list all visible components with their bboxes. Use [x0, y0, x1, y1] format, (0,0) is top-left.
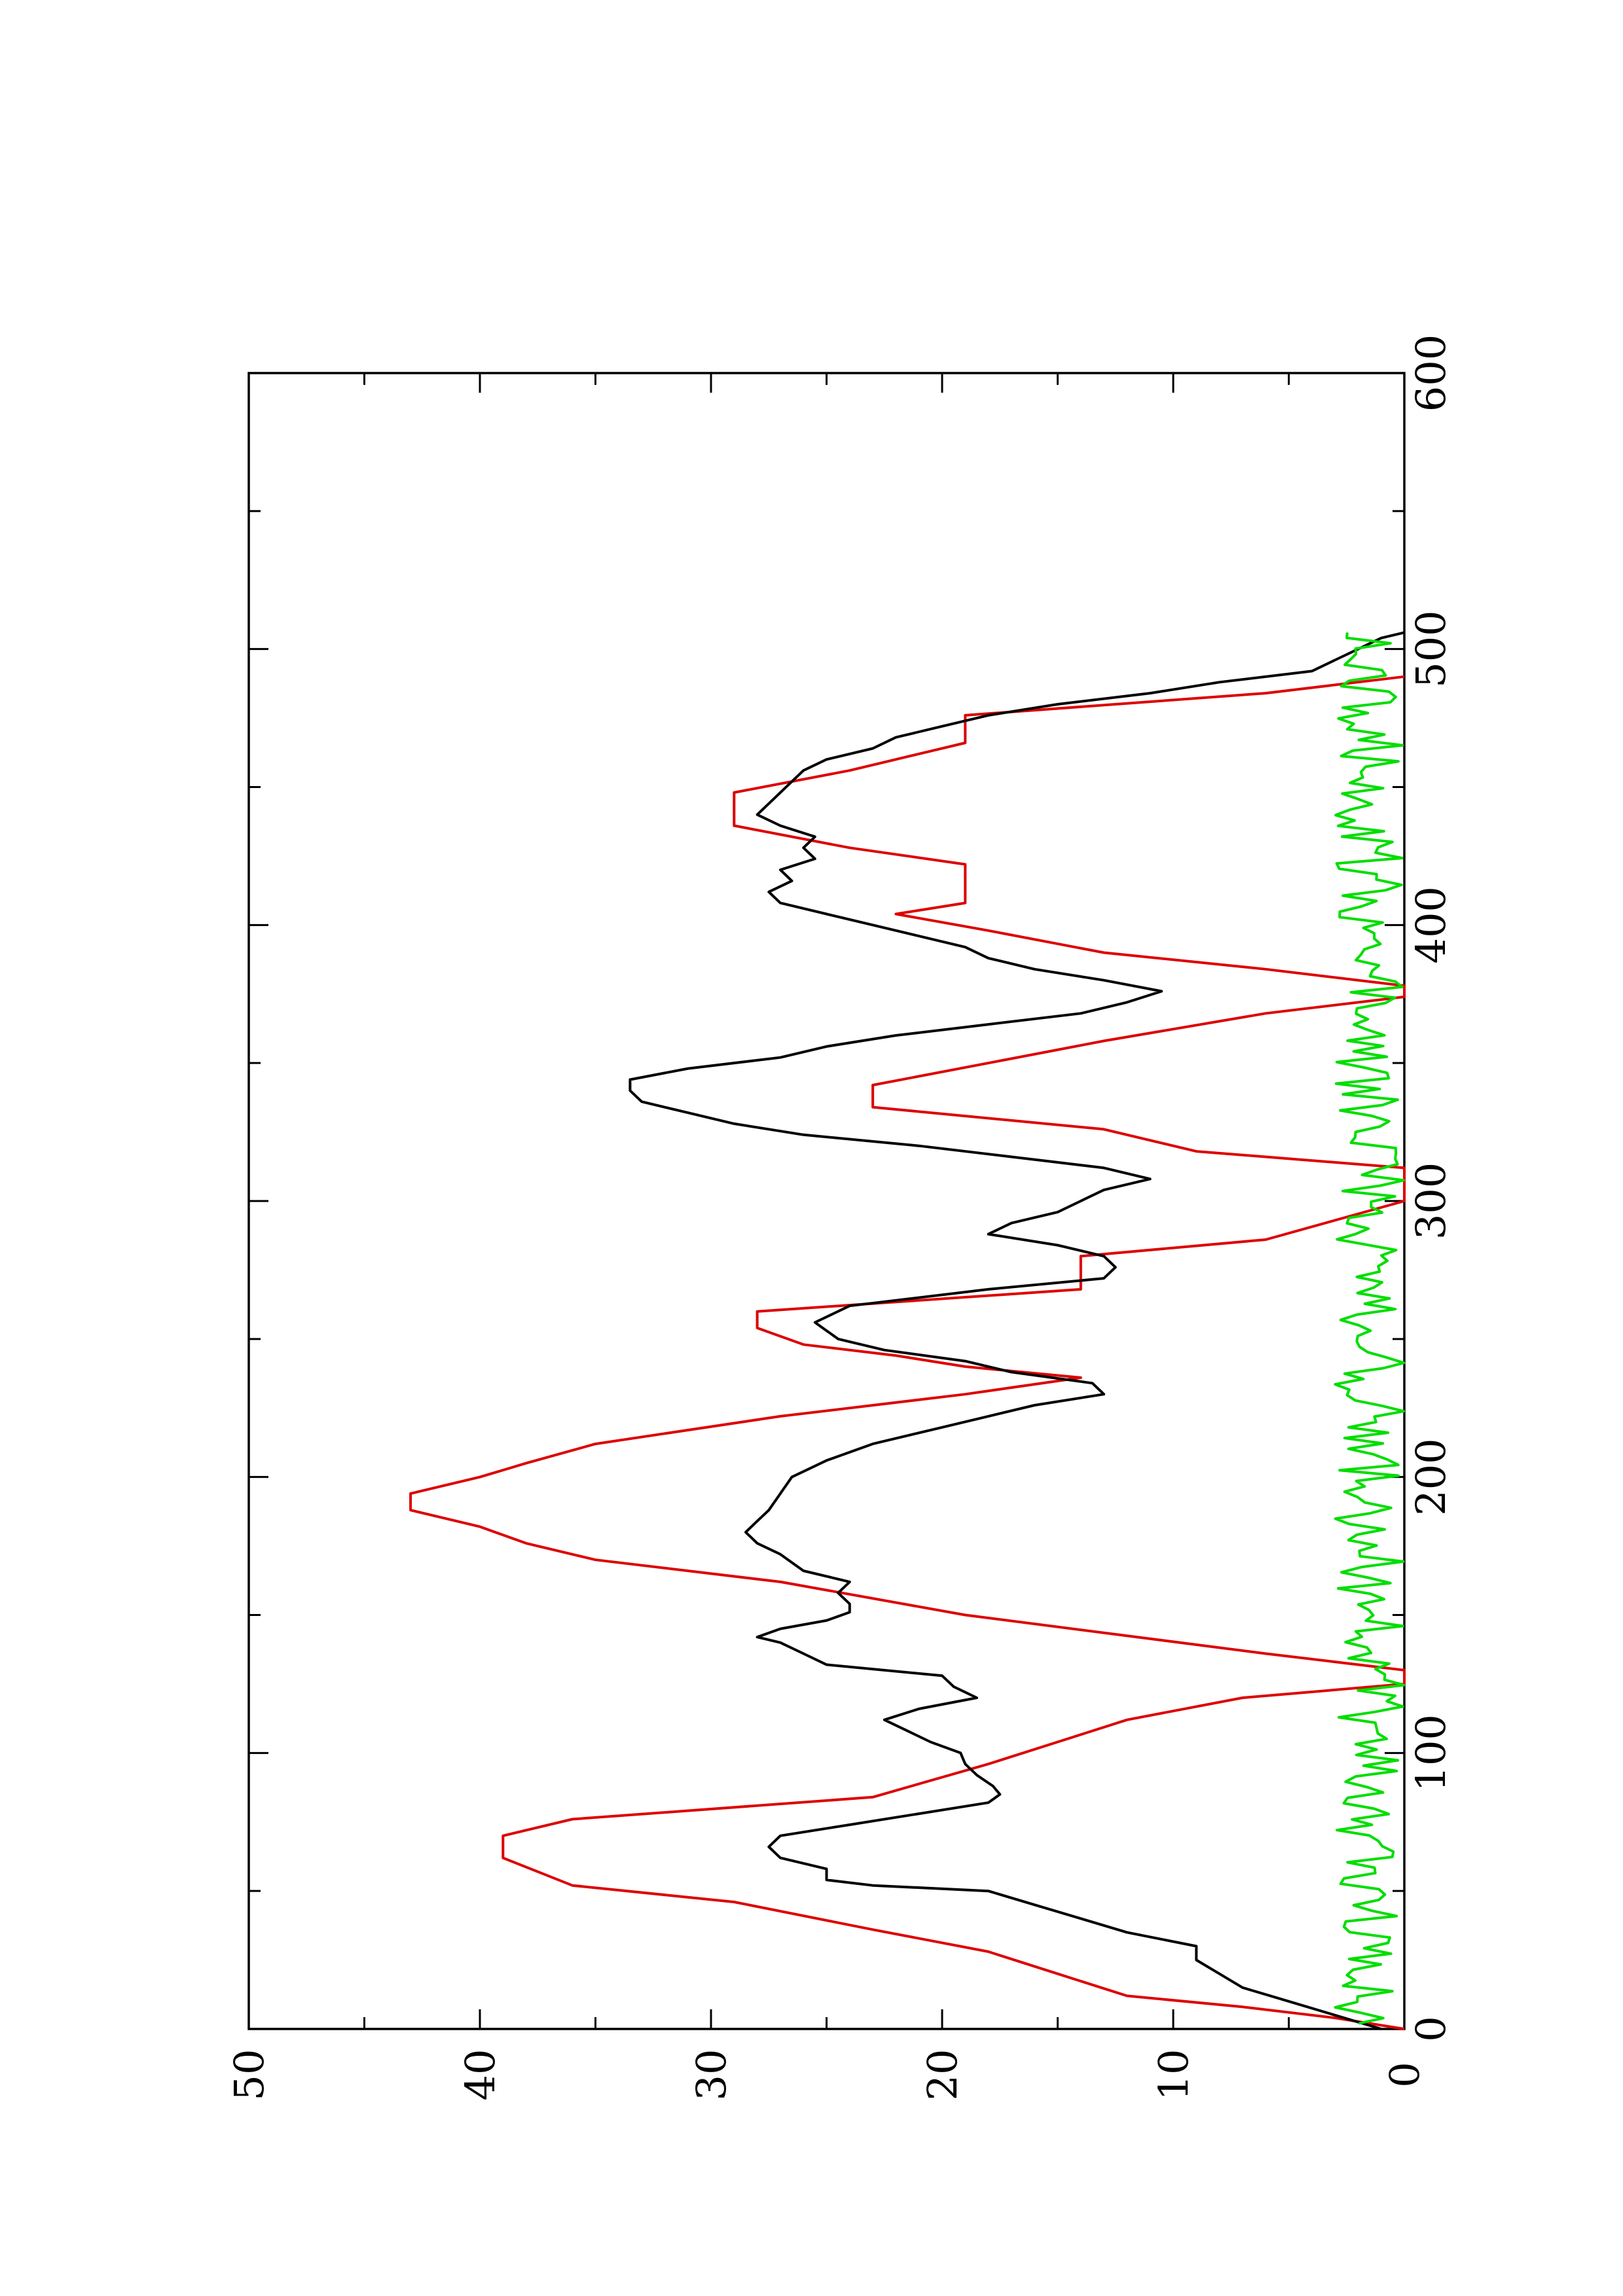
- series-line-1: [629, 631, 1405, 2030]
- series-line-2: [1334, 632, 1406, 2025]
- y-tick-label: 40: [456, 2049, 504, 2101]
- x-tick-label: 0: [1407, 2016, 1455, 2041]
- x-tick-label: 200: [1407, 1438, 1455, 1515]
- y-tick-label: 0: [1381, 2062, 1429, 2087]
- y-tick-label: 20: [919, 2049, 966, 2101]
- x-tick-label: 100: [1407, 1714, 1455, 1791]
- tick-labels: 0 100 200 300 400 500 600 0 10 20 30 40 50: [225, 334, 1455, 2101]
- series-line-0: [409, 675, 1406, 2030]
- y-tick-label: 30: [687, 2049, 735, 2101]
- x-tick-label: 500: [1407, 610, 1455, 687]
- data-series: [409, 631, 1406, 2030]
- y-tick-label: 10: [1150, 2049, 1197, 2101]
- x-tick-label: 400: [1407, 886, 1455, 963]
- y-tick-label: 50: [225, 2049, 273, 2101]
- plot-frame: [247, 372, 1406, 2030]
- x-tick-label: 600: [1407, 334, 1455, 412]
- x-tick-label: 300: [1407, 1162, 1455, 1240]
- axis-ticks: [247, 372, 1406, 2030]
